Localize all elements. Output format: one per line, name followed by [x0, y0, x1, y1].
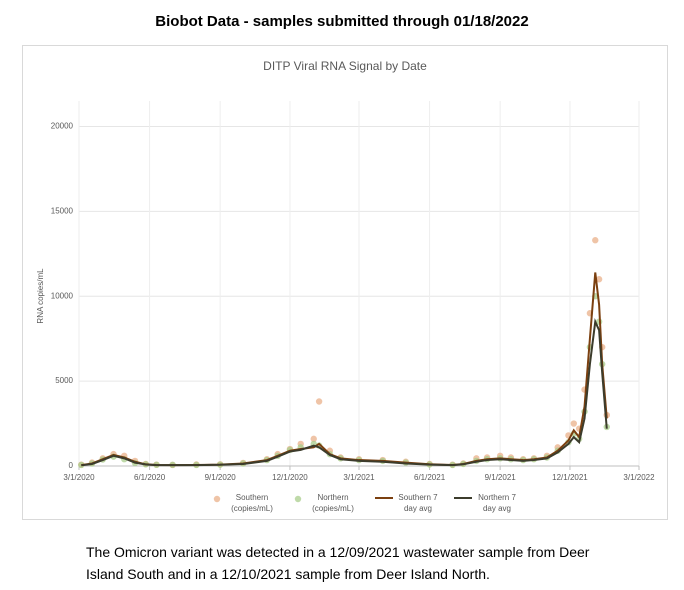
caption: The Omicron variant was detected in a 12… — [86, 544, 590, 582]
legend-dot — [213, 495, 221, 503]
legend-label: Southern (copies/mL) — [231, 493, 273, 513]
y-axis-label: RNA copies/mL — [36, 268, 45, 324]
legend-swatch — [294, 495, 302, 503]
data-point — [595, 276, 603, 283]
legend-item: Northern (copies/mL) — [294, 492, 361, 514]
x-tick-label: 9/1/2020 — [205, 473, 237, 482]
y-tick-label: 0 — [69, 461, 74, 470]
legend-item: Northern 7 day avg — [454, 492, 519, 514]
x-tick-label: 3/1/2021 — [343, 473, 375, 482]
chart-frame: DITP Viral RNA Signal by Date RNA copies… — [22, 45, 668, 520]
data-point — [315, 398, 323, 405]
x-tick-label: 6/1/2020 — [134, 473, 166, 482]
y-tick-label: 20000 — [51, 122, 74, 131]
avg-line — [81, 272, 608, 467]
legend-swatch — [375, 497, 393, 499]
legend-swatch — [213, 495, 221, 503]
page-title: Biobot Data - samples submitted through … — [155, 13, 529, 30]
data-point — [592, 237, 599, 244]
y-tick-label: 5000 — [55, 376, 73, 385]
legend-item: Southern (copies/mL) — [213, 492, 280, 514]
chart: DITP Viral RNA Signal by Date RNA copies… — [36, 59, 655, 482]
data-point — [570, 420, 577, 427]
y-tick-label: 15000 — [51, 206, 74, 215]
x-tick-label: 9/1/2021 — [485, 473, 517, 482]
legend-item: Southern 7 day avg — [375, 492, 440, 514]
chart-title: DITP Viral RNA Signal by Date — [263, 59, 427, 73]
legend-label: Northern (copies/mL) — [312, 493, 354, 513]
x-tick-label: 3/1/2020 — [63, 473, 95, 482]
legend-label: Southern 7 day avg — [398, 493, 438, 513]
x-tick-label: 3/1/2022 — [623, 473, 655, 482]
x-tick-label: 12/1/2020 — [272, 473, 308, 482]
x-tick-label: 6/1/2021 — [414, 473, 446, 482]
avg-line — [81, 318, 608, 467]
legend-swatch — [454, 497, 472, 499]
x-tick-label: 12/1/2021 — [552, 473, 588, 482]
legend: Southern (copies/mL) Northern (copies/mL)… — [213, 492, 519, 514]
legend-label: Northern 7 day avg — [478, 493, 516, 513]
y-tick-label: 10000 — [51, 291, 74, 300]
legend-dot — [294, 495, 302, 503]
data-point — [310, 435, 317, 443]
